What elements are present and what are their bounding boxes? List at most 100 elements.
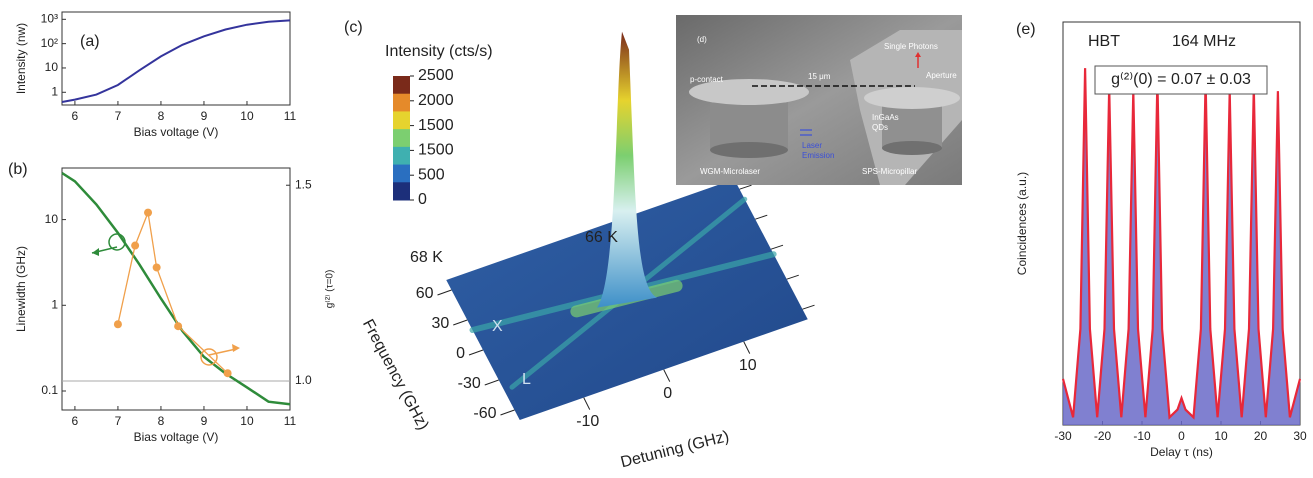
panel-label: (a) [80, 33, 100, 50]
x-axis-title: Delay τ (ns) [1150, 445, 1213, 459]
y-tick [453, 319, 468, 326]
panel-label: (d) [697, 35, 707, 44]
x-tick-label: -10 [576, 413, 599, 430]
y-axis-title: Intensity (nw) [14, 23, 28, 94]
x-tick-label: 10 [240, 109, 254, 123]
surface-peak [597, 31, 657, 308]
label: Emission [802, 151, 834, 160]
x-tick-label: 10 [739, 357, 757, 374]
y-tick [739, 184, 752, 190]
y-tick-label: 0.1 [41, 383, 58, 397]
data-line [1061, 68, 1302, 420]
y-tick-label: 0 [456, 345, 465, 362]
y-tick-label: 1 [51, 84, 58, 98]
x-tick-label: 11 [284, 109, 297, 123]
y2-tick-label: 1.0 [295, 373, 312, 387]
colorbar-swatch [393, 129, 410, 148]
series-indicators [91, 233, 240, 366]
x-axis-title: Bias voltage (V) [134, 430, 219, 444]
colorbar-swatch [393, 182, 410, 201]
data-point [113, 320, 122, 329]
label: p-contact [690, 75, 724, 84]
data-point [131, 241, 140, 250]
annotation-box [1094, 65, 1268, 95]
colorbar-tick-label: 1500 [418, 117, 454, 134]
x-tick [743, 341, 751, 354]
data-line [61, 171, 291, 406]
colorbar-tick-label: 500 [418, 166, 445, 183]
x-tick-label: 9 [201, 109, 208, 123]
data-area [1063, 68, 1300, 425]
y-tick [500, 409, 515, 416]
annotation: 68 K [410, 249, 443, 266]
x-tick-label: 10 [1214, 429, 1228, 443]
colorbar-swatch [393, 76, 410, 95]
plot-frame [61, 167, 291, 411]
annotation: HBT [1088, 33, 1120, 50]
label: WGM-Microlaser [700, 167, 760, 176]
label: 15 μm [808, 72, 831, 81]
data-line [61, 19, 291, 103]
x-tick-label: -10 [1133, 429, 1151, 443]
data-line [117, 210, 229, 374]
plot-frame [61, 11, 291, 106]
y-tick [770, 244, 784, 250]
annotation: L [522, 371, 531, 388]
x-tick-label: 11 [284, 414, 297, 428]
colorbar-tick-label: 2500 [418, 67, 454, 84]
y-tick-label: 10 [45, 212, 59, 226]
x-tick-label: 0 [1178, 429, 1185, 443]
x-tick-label: 20 [1254, 429, 1268, 443]
y-axis-title: Linewidth (GHz) [14, 246, 28, 332]
y-tick [484, 379, 499, 386]
x-axis-title: Bias voltage (V) [134, 125, 219, 139]
x-axis-title: Detuning (GHz) [619, 428, 731, 471]
colorbar-swatch [393, 111, 410, 130]
y2-axis-title: g⁽²⁾ (τ=0) [325, 270, 336, 309]
colorbar-swatch [393, 93, 410, 112]
x-tick-label: 7 [115, 109, 122, 123]
x-tick-label: 10 [240, 414, 254, 428]
y-tick-label: -60 [473, 405, 496, 422]
x-tick-label: 6 [72, 414, 79, 428]
x-tick-label: 6 [72, 109, 79, 123]
y2-tick-label: 1.5 [295, 177, 312, 191]
annotation: 66 K [585, 229, 618, 246]
colorbar-title: Intensity (cts/s) [385, 43, 493, 60]
data-point [152, 263, 161, 272]
y-tick [786, 274, 799, 280]
data-point [223, 369, 232, 378]
label: InGaAs [872, 113, 899, 122]
data-point [174, 322, 183, 331]
x-tick [663, 369, 671, 382]
label: Aperture [926, 71, 957, 80]
data-point [144, 208, 153, 217]
annotation: X [492, 318, 503, 335]
y-tick-label: 10 [45, 60, 59, 74]
colorbar-tick-label: 0 [418, 191, 427, 208]
colorbar-swatch [393, 146, 410, 166]
y-axis-title: Coincidences (a.u.) [1015, 172, 1029, 275]
x-tick-label: 30 [1293, 429, 1307, 443]
x-tick-label: 9 [201, 414, 208, 428]
x-tick-label: -30 [1054, 429, 1072, 443]
x-tick-label: 8 [158, 414, 165, 428]
panel-label: (b) [8, 161, 28, 178]
panel-label: (c) [344, 19, 363, 36]
y-tick-label: 10³ [41, 11, 58, 25]
y-tick-label: 10² [41, 36, 58, 50]
y-tick-label: 30 [431, 315, 449, 332]
label: Single Photons [884, 42, 938, 51]
y-tick [802, 304, 815, 310]
sem-image: (d) Single Photons 15 μm p-contact Apert… [676, 15, 962, 185]
y-tick [755, 214, 768, 220]
label: SPS-Micropillar [862, 167, 917, 176]
x-tick-label: 7 [115, 414, 122, 428]
y-tick-label: 60 [416, 285, 434, 302]
y-tick-label: 1 [51, 297, 58, 311]
y-tick-label: -30 [458, 375, 481, 392]
y-axis-title: Frequency (GHz) [359, 317, 432, 433]
x-tick-label: 8 [158, 109, 165, 123]
annotation: 164 MHz [1172, 33, 1236, 50]
